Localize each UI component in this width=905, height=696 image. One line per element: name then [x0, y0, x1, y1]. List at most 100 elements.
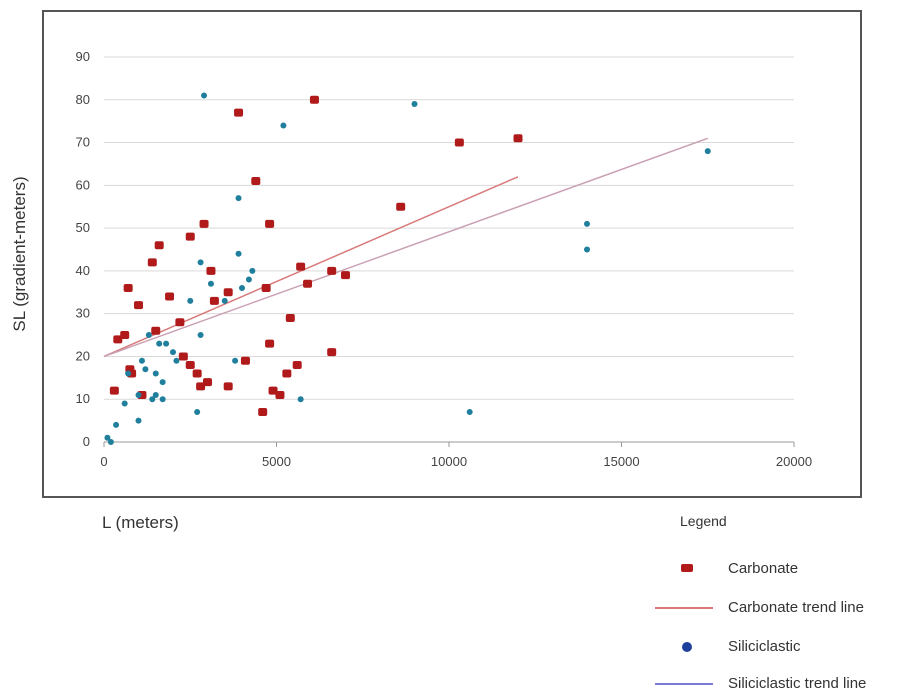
legend-label: Carbonate — [728, 560, 799, 577]
siliciclastic-point — [152, 391, 159, 398]
y-tick-label: 90 — [76, 49, 90, 64]
carbonate-point — [327, 348, 337, 357]
carbonate-point — [309, 95, 319, 104]
siliciclastic-point — [149, 396, 156, 403]
y-tick-label: 50 — [76, 220, 90, 235]
carbonate-trend-line — [103, 176, 519, 358]
siliciclastic-point — [245, 276, 252, 283]
siliciclastic-point — [411, 101, 418, 108]
siliciclastic-point — [107, 439, 114, 445]
carbonate-point — [203, 378, 212, 387]
siliciclastic-point — [197, 259, 204, 266]
carbonate-point — [234, 108, 244, 117]
siliciclastic-point — [194, 409, 201, 416]
scatter-chart: 0 10 20 30 40 50 60 70 80 90 0 5000 10000 15000 20000 — [76, 49, 813, 469]
y-tick-label: 40 — [76, 263, 90, 278]
y-tick-label: 80 — [76, 92, 90, 107]
carbonate-point — [285, 313, 295, 322]
y-axis-label: SL (gradient-meters) — [10, 176, 29, 332]
siliciclastic-point — [135, 417, 142, 424]
legend-label: Carbonate trend line — [728, 599, 864, 616]
siliciclastic-point — [207, 280, 214, 287]
siliciclastic-trend-line-icon — [655, 683, 713, 685]
carbonate-point — [258, 408, 268, 417]
siliciclastic-point — [125, 370, 132, 377]
siliciclastic-point — [113, 421, 120, 428]
carbonate-point — [303, 279, 313, 288]
siliciclastic-point — [704, 148, 711, 155]
siliciclastic-point — [121, 400, 128, 407]
siliciclastic-point — [297, 396, 304, 403]
y-tick-label: 70 — [76, 135, 90, 150]
legend-label: Siliciclastic trend line — [728, 675, 867, 692]
siliciclastic-trend-line — [103, 137, 709, 358]
y-tick-label: 60 — [76, 177, 90, 192]
legend-title: Legend — [680, 513, 727, 529]
siliciclastic-point — [138, 357, 145, 364]
siliciclastic-point — [201, 92, 208, 99]
carbonate-point — [292, 361, 302, 369]
carbonate-point — [113, 335, 123, 344]
siliciclastic-point — [159, 379, 166, 386]
siliciclastic-point — [104, 434, 111, 441]
siliciclastic-point — [173, 357, 180, 364]
carbonate-point — [123, 284, 133, 292]
carbonate-point — [513, 134, 523, 143]
carbonate-point — [265, 339, 275, 348]
carbonate-point — [275, 390, 285, 399]
siliciclastic-point — [142, 366, 149, 373]
carbonate-point — [178, 352, 188, 361]
siliciclastic-point — [187, 297, 194, 304]
plot-area: 0 10 20 30 40 50 60 70 80 90 0 5000 10000 15000 20000 — [42, 10, 862, 498]
carbonate-point — [185, 232, 195, 241]
x-tick-label: 15000 — [603, 454, 639, 469]
siliciclastic-point — [235, 195, 242, 202]
legend-item-siliciclastic-trend: Siliciclastic trend line — [655, 673, 905, 695]
carbonate-point — [341, 271, 350, 280]
carbonate-marker-icon — [681, 564, 693, 572]
legend-label: Siliciclastic — [728, 638, 801, 655]
carbonate-point — [185, 361, 195, 369]
siliciclastic-point — [280, 122, 287, 129]
carbonate-point — [206, 266, 216, 275]
x-tick-label: 20000 — [776, 454, 812, 469]
carbonate-point — [268, 386, 278, 395]
carbonate-point — [251, 177, 261, 186]
carbonate-point — [154, 241, 164, 250]
siliciclastic-point — [159, 396, 166, 403]
y-tick-label: 20 — [76, 348, 90, 363]
siliciclastic-point — [584, 220, 590, 227]
carbonate-point — [209, 296, 219, 305]
siliciclastic-point — [170, 349, 176, 356]
carbonate-point — [454, 138, 464, 147]
siliciclastic-point — [152, 370, 159, 377]
siliciclastic-point — [249, 267, 256, 274]
siliciclastic-marker-icon — [682, 642, 692, 652]
siliciclastic-point — [156, 340, 163, 347]
carbonate-point — [240, 356, 250, 365]
x-axis-label: L (meters) — [102, 513, 179, 532]
siliciclastic-point — [239, 285, 245, 291]
siliciclastic-point — [584, 246, 590, 253]
carbonate-point — [282, 369, 292, 378]
carbonate-trend-line-icon — [655, 607, 713, 609]
carbonate-point — [223, 382, 233, 391]
carbonate-point — [175, 318, 185, 327]
carbonate-point — [396, 202, 406, 211]
legend-item-carbonate: Carbonate — [655, 558, 905, 580]
carbonate-point — [134, 301, 143, 310]
legend-item-carbonate-trend: Carbonate trend line — [655, 597, 905, 619]
x-tick-label: 5000 — [262, 454, 291, 469]
carbonate-point — [120, 331, 130, 340]
carbonate-point — [165, 292, 175, 301]
carbonate-point — [261, 284, 271, 292]
siliciclastic-point — [145, 332, 152, 339]
siliciclastic-point — [466, 409, 473, 416]
siliciclastic-point — [221, 297, 228, 304]
carbonate-point — [192, 369, 202, 378]
y-axis-label-container: SL (gradient-meters) — [0, 10, 40, 498]
siliciclastic-point — [163, 340, 170, 347]
carbonate-point — [265, 219, 275, 228]
legend-item-siliciclastic: Siliciclastic — [655, 636, 905, 658]
siliciclastic-point — [197, 332, 204, 339]
